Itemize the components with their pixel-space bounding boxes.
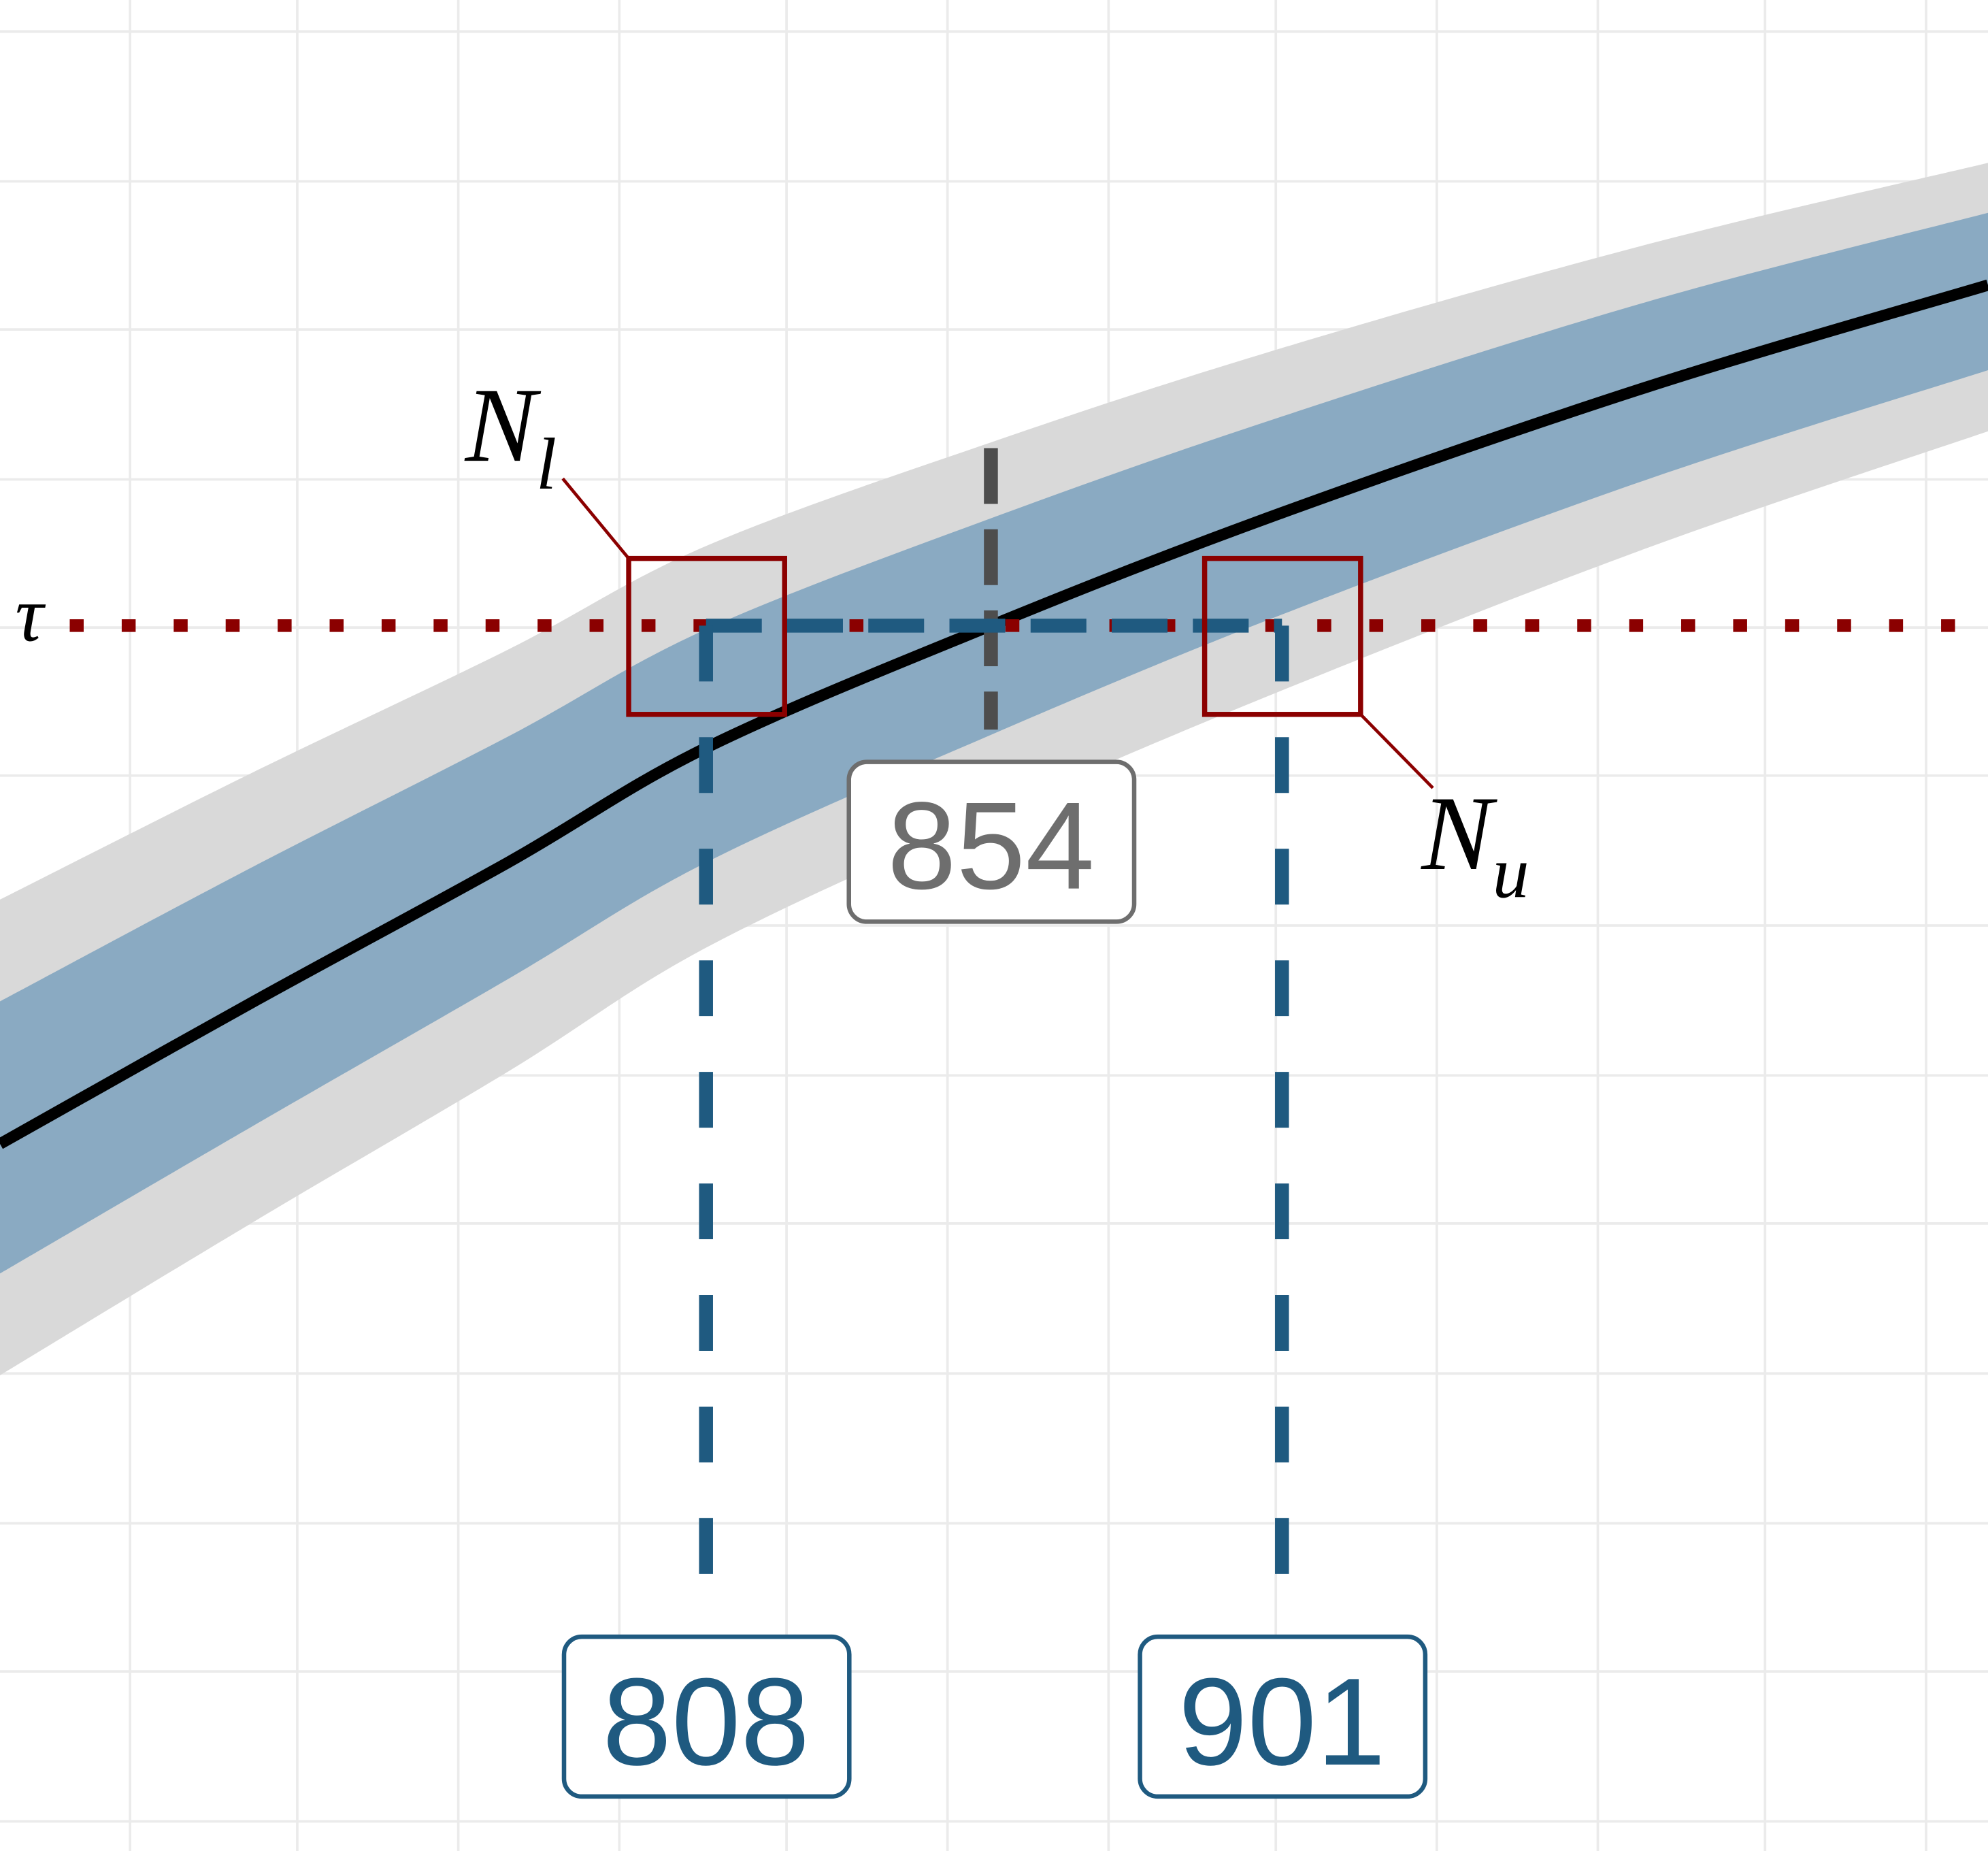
threshold-label: τ [15,571,46,658]
subscript: l [536,424,557,505]
bound-label-box [561,1634,852,1799]
bound-symbol: Nl [464,366,557,505]
bound-box [1202,555,1363,717]
bound-box [626,555,787,717]
subscript: u [1493,832,1529,913]
symbol: N [1420,774,1497,892]
bound-label: 808 [602,1652,810,1791]
curve [0,279,1988,1149]
leader-line [1359,713,1434,789]
confidence-band [0,212,1988,1274]
bound-label-box [1138,1634,1428,1799]
leader-line [561,477,630,560]
estimate-label-box [846,759,1137,924]
bound-label: 901 [1178,1652,1386,1791]
estimate-label: 854 [887,776,1095,915]
symbol: N [464,366,542,484]
bound-symbol: Nu [1420,774,1529,913]
